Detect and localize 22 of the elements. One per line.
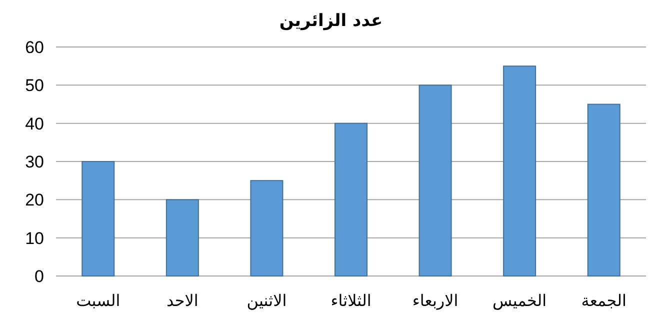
x-tick-label: الاثنين: [246, 291, 287, 310]
bar: [250, 180, 284, 276]
x-tick-label: الاحد: [166, 291, 198, 310]
y-tick-label: 0: [34, 267, 44, 286]
bar: [587, 104, 620, 276]
x-tick-label: الاربعاء: [412, 291, 458, 310]
bar: [503, 66, 536, 276]
bar: [334, 122, 368, 276]
x-tick-label: السبت: [76, 291, 120, 310]
x-tick-label: الخميس: [492, 291, 547, 310]
y-tick-label: 20: [25, 190, 44, 210]
y-tick-label: 50: [25, 76, 44, 96]
x-tick-label: الثلاثاء: [330, 291, 372, 310]
bar: [418, 84, 452, 276]
bar: [166, 199, 199, 276]
x-tick-label: الجمعة: [581, 291, 626, 310]
y-tick-label: 10: [25, 228, 44, 248]
chart-title: عدد الزائرين: [279, 11, 383, 31]
y-tick-label: 60: [25, 38, 44, 57]
y-tick-label: 40: [25, 114, 44, 134]
bar: [82, 161, 115, 276]
y-tick-label: 30: [25, 152, 44, 172]
